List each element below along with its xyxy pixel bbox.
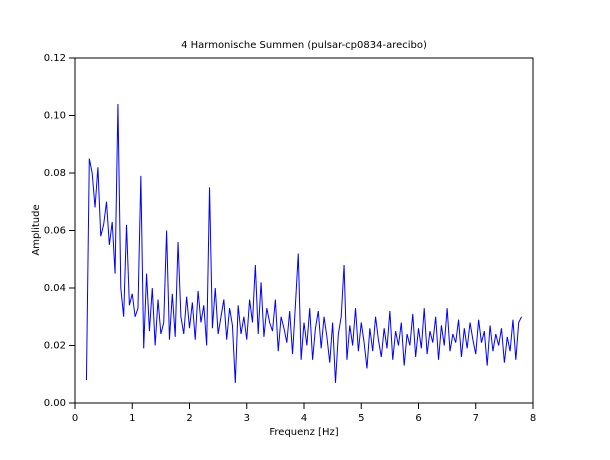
y-tick-label: 0.02 bbox=[44, 341, 66, 352]
x-tick-label: 4 bbox=[301, 413, 307, 424]
x-tick-label: 3 bbox=[244, 413, 250, 424]
x-tick-label: 1 bbox=[129, 413, 135, 424]
x-tick-label: 2 bbox=[186, 413, 192, 424]
data-line bbox=[85, 103, 522, 383]
x-tick-label: 8 bbox=[530, 413, 536, 424]
plot-frame bbox=[74, 57, 534, 404]
y-tick-label: 0.08 bbox=[44, 168, 66, 179]
x-tick-label: 6 bbox=[415, 413, 421, 424]
y-axis-label: Amplitude bbox=[31, 204, 42, 255]
y-tick-label: 0.12 bbox=[44, 53, 66, 64]
x-tick-label: 5 bbox=[358, 413, 364, 424]
y-tick-label: 0.10 bbox=[44, 111, 66, 122]
x-axis-label: Frequenz [Hz] bbox=[269, 427, 338, 438]
y-tick-label: 0.04 bbox=[44, 283, 66, 294]
y-tick-label: 0.00 bbox=[44, 398, 66, 409]
x-tick-label: 7 bbox=[473, 413, 479, 424]
y-tick-label: 0.06 bbox=[44, 226, 66, 237]
chart-title: 4 Harmonische Summen (pulsar-cp0834-arec… bbox=[181, 40, 427, 51]
x-tick-label: 0 bbox=[72, 413, 78, 424]
